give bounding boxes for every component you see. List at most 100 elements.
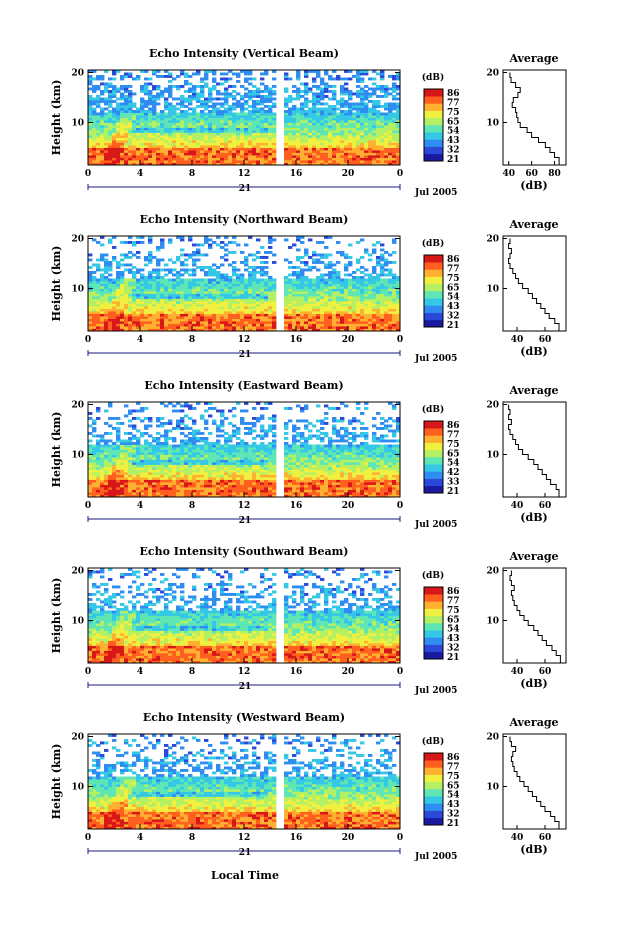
colorbar-swatch xyxy=(424,644,443,653)
month-label: Jul 2005 xyxy=(414,354,457,364)
x-tick-label: 4 xyxy=(137,667,143,677)
colorbar-tick-label: 21 xyxy=(447,155,460,165)
average-x-label: (dB) xyxy=(520,345,547,358)
y-axis-label: Height (km) xyxy=(50,578,63,654)
average-y-tick-label: 10 xyxy=(486,119,499,129)
colorbar-swatch xyxy=(424,117,443,126)
colorbar-swatch xyxy=(424,753,443,761)
colorbar-tick-label: 54 xyxy=(447,293,460,303)
colorbar-swatch xyxy=(424,630,443,638)
y-tick-label: 10 xyxy=(71,783,84,793)
panel-2: Echo Intensity (Eastward Beam) 20 10 Height… xyxy=(50,379,567,530)
colorbar-tick-label: 65 xyxy=(447,117,460,127)
colorbar-swatch xyxy=(424,464,443,472)
y-tick-label: 20 xyxy=(71,567,84,577)
colorbar-tick-label: 86 xyxy=(447,89,460,99)
data-gap xyxy=(279,734,283,829)
x-tick-label: 20 xyxy=(342,169,355,179)
colorbar-tick-label: 21 xyxy=(447,819,460,829)
colorbar-swatch xyxy=(424,125,443,133)
x-tick-label: 8 xyxy=(189,501,195,511)
day-label: 21 xyxy=(239,350,252,360)
colorbar-tick-label: 21 xyxy=(447,487,460,497)
x-tick-label: 0 xyxy=(85,169,91,179)
colorbar-tick-label: 77 xyxy=(447,762,460,772)
y-tick-label: 10 xyxy=(71,119,84,129)
x-tick-label: 0 xyxy=(397,667,403,677)
colorbar-swatch xyxy=(424,312,443,321)
x-tick-label: 4 xyxy=(137,335,143,345)
x-tick-label: 0 xyxy=(397,833,403,843)
x-tick-label: 4 xyxy=(137,833,143,843)
average-profile-line xyxy=(508,238,562,332)
average-y-tick-label: 10 xyxy=(486,783,499,793)
colorbar-swatch xyxy=(424,276,443,285)
y-axis-label: Height (km) xyxy=(50,744,63,820)
colorbar-tick-label: 75 xyxy=(447,772,460,782)
y-tick-label: 10 xyxy=(71,451,84,461)
colorbar-tick-label: 75 xyxy=(447,274,460,284)
y-axis-label: Height (km) xyxy=(50,80,63,156)
colorbar-tick-label: 43 xyxy=(447,136,460,146)
panel-title: Echo Intensity (Eastward Beam) xyxy=(144,379,343,392)
average-frame xyxy=(502,401,567,498)
y-tick-label: 20 xyxy=(71,69,84,79)
y-tick-label: 10 xyxy=(71,617,84,627)
y-tick-label: 20 xyxy=(71,733,84,743)
colorbar-tick-label: 32 xyxy=(447,644,460,654)
data-gap xyxy=(279,568,283,663)
average-x-tick-label: 40 xyxy=(511,667,524,677)
colorbar-swatch xyxy=(424,767,443,775)
day-label: 21 xyxy=(239,682,252,692)
day-label: 21 xyxy=(239,184,252,194)
month-label: Jul 2005 xyxy=(414,188,457,198)
day-label: 21 xyxy=(239,516,252,526)
colorbar-swatch xyxy=(424,774,443,783)
colorbar-tick-label: 21 xyxy=(447,653,460,663)
panel-1: Echo Intensity (Northward Beam) 20 10 Heigh… xyxy=(50,213,567,364)
x-tick-label: 4 xyxy=(137,169,143,179)
colorbar-tick-label: 54 xyxy=(447,459,460,469)
heatmap-field xyxy=(88,236,401,332)
x-axis-label: Local Time xyxy=(211,869,279,882)
month-label: Jul 2005 xyxy=(414,520,457,530)
colorbar-swatch xyxy=(424,139,443,147)
colorbar-tick-label: 32 xyxy=(447,312,460,322)
colorbar-tick-label: 54 xyxy=(447,127,460,137)
colorbar-frame xyxy=(423,420,444,494)
heatmap-field xyxy=(88,734,401,830)
colorbar-tick-label: 86 xyxy=(447,255,460,265)
x-tick-label: 12 xyxy=(238,833,251,843)
colorbar-frame xyxy=(423,254,444,328)
colorbar-frame xyxy=(423,752,444,826)
colorbar-tick-label: 54 xyxy=(447,791,460,801)
y-tick-label: 10 xyxy=(71,285,84,295)
average-title: Average xyxy=(508,384,558,397)
colorbar-tick-label: 86 xyxy=(447,421,460,431)
colorbar-label: (dB) xyxy=(422,404,444,415)
colorbar-tick-label: 75 xyxy=(447,108,460,118)
colorbar-tick-label: 33 xyxy=(447,478,460,488)
average-title: Average xyxy=(508,716,558,729)
average-x-tick-label: 60 xyxy=(539,335,552,345)
colorbar-swatch xyxy=(424,269,443,277)
colorbar-tick-label: 54 xyxy=(447,625,460,635)
colorbar-tick-label: 77 xyxy=(447,264,460,274)
x-tick-label: 0 xyxy=(397,335,403,345)
x-tick-label: 8 xyxy=(189,667,195,677)
x-tick-label: 4 xyxy=(137,501,143,511)
colorbar-swatch xyxy=(424,485,443,494)
average-x-tick-label: 60 xyxy=(539,833,552,843)
colorbar-swatch xyxy=(424,651,443,660)
day-label: 21 xyxy=(239,848,252,858)
colorbar-swatch xyxy=(424,428,443,436)
colorbar-swatch xyxy=(424,153,443,162)
colorbar-swatch xyxy=(424,817,443,826)
colorbar-label: (dB) xyxy=(422,570,444,581)
heatmap-field xyxy=(88,568,401,664)
y-axis-label: Height (km) xyxy=(50,412,63,488)
colorbar-frame xyxy=(423,586,444,660)
average-frame xyxy=(502,733,567,830)
colorbar-swatch xyxy=(424,760,443,768)
